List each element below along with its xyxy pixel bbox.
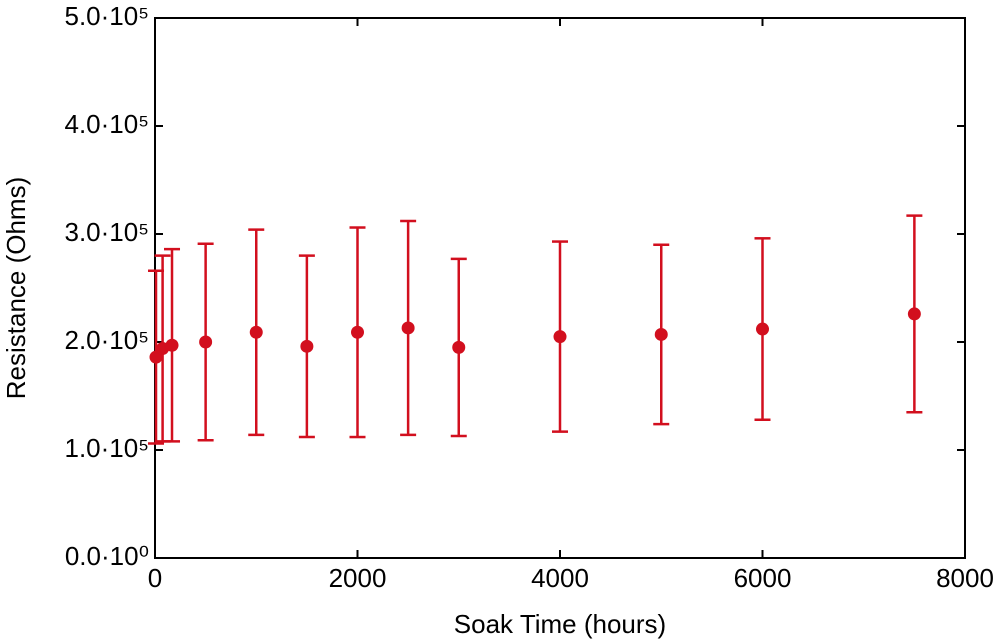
x-tick-label: 8000 — [936, 563, 994, 593]
x-axis-label: Soak Time (hours) — [454, 609, 666, 639]
y-tick-label: 5.0·10⁵ — [65, 1, 150, 31]
data-point — [199, 335, 213, 349]
data-point — [249, 325, 263, 339]
data-point — [654, 327, 668, 341]
data-point — [165, 338, 179, 352]
x-tick-label: 6000 — [734, 563, 792, 593]
data-point — [401, 321, 415, 335]
y-tick-label: 0.0·10⁰ — [65, 541, 149, 571]
y-tick-label: 2.0·10⁵ — [65, 325, 150, 355]
data-point — [300, 339, 314, 353]
y-tick-label: 3.0·10⁵ — [65, 217, 150, 247]
x-tick-label: 4000 — [531, 563, 589, 593]
data-point — [452, 340, 466, 354]
y-tick-label: 1.0·10⁵ — [65, 433, 150, 463]
data-point — [907, 307, 921, 321]
x-tick-label: 0 — [148, 563, 162, 593]
y-tick-label: 4.0·10⁵ — [65, 109, 150, 139]
x-tick-label: 2000 — [329, 563, 387, 593]
y-axis-label: Resistance (Ohms) — [1, 177, 31, 400]
data-point — [756, 322, 769, 336]
data-point — [351, 325, 364, 339]
data-point — [553, 330, 567, 344]
